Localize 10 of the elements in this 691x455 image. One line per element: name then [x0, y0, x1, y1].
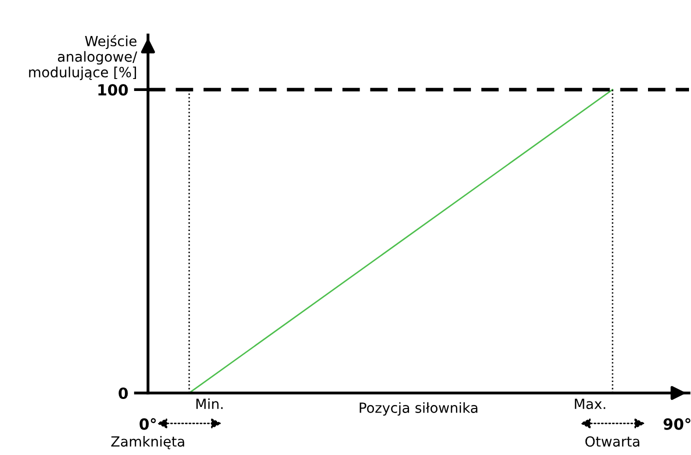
text: Zamknięta: [111, 436, 184, 450]
ref-line-label: Max.: [574, 398, 606, 410]
x-tick-label: 0°: [140, 418, 156, 430]
y-tick-label: 0: [118, 387, 128, 400]
x-axis-title: Pozycja siłownika: [360, 402, 478, 416]
text: Otwarta: [585, 436, 640, 447]
y-tick-label: 100: [98, 84, 128, 96]
ref-line-label: Min.: [196, 398, 223, 409]
y-axis-title: Wejście analogowe/ modulujące [%]: [29, 35, 138, 80]
x-tick-label: 90°: [664, 418, 690, 430]
